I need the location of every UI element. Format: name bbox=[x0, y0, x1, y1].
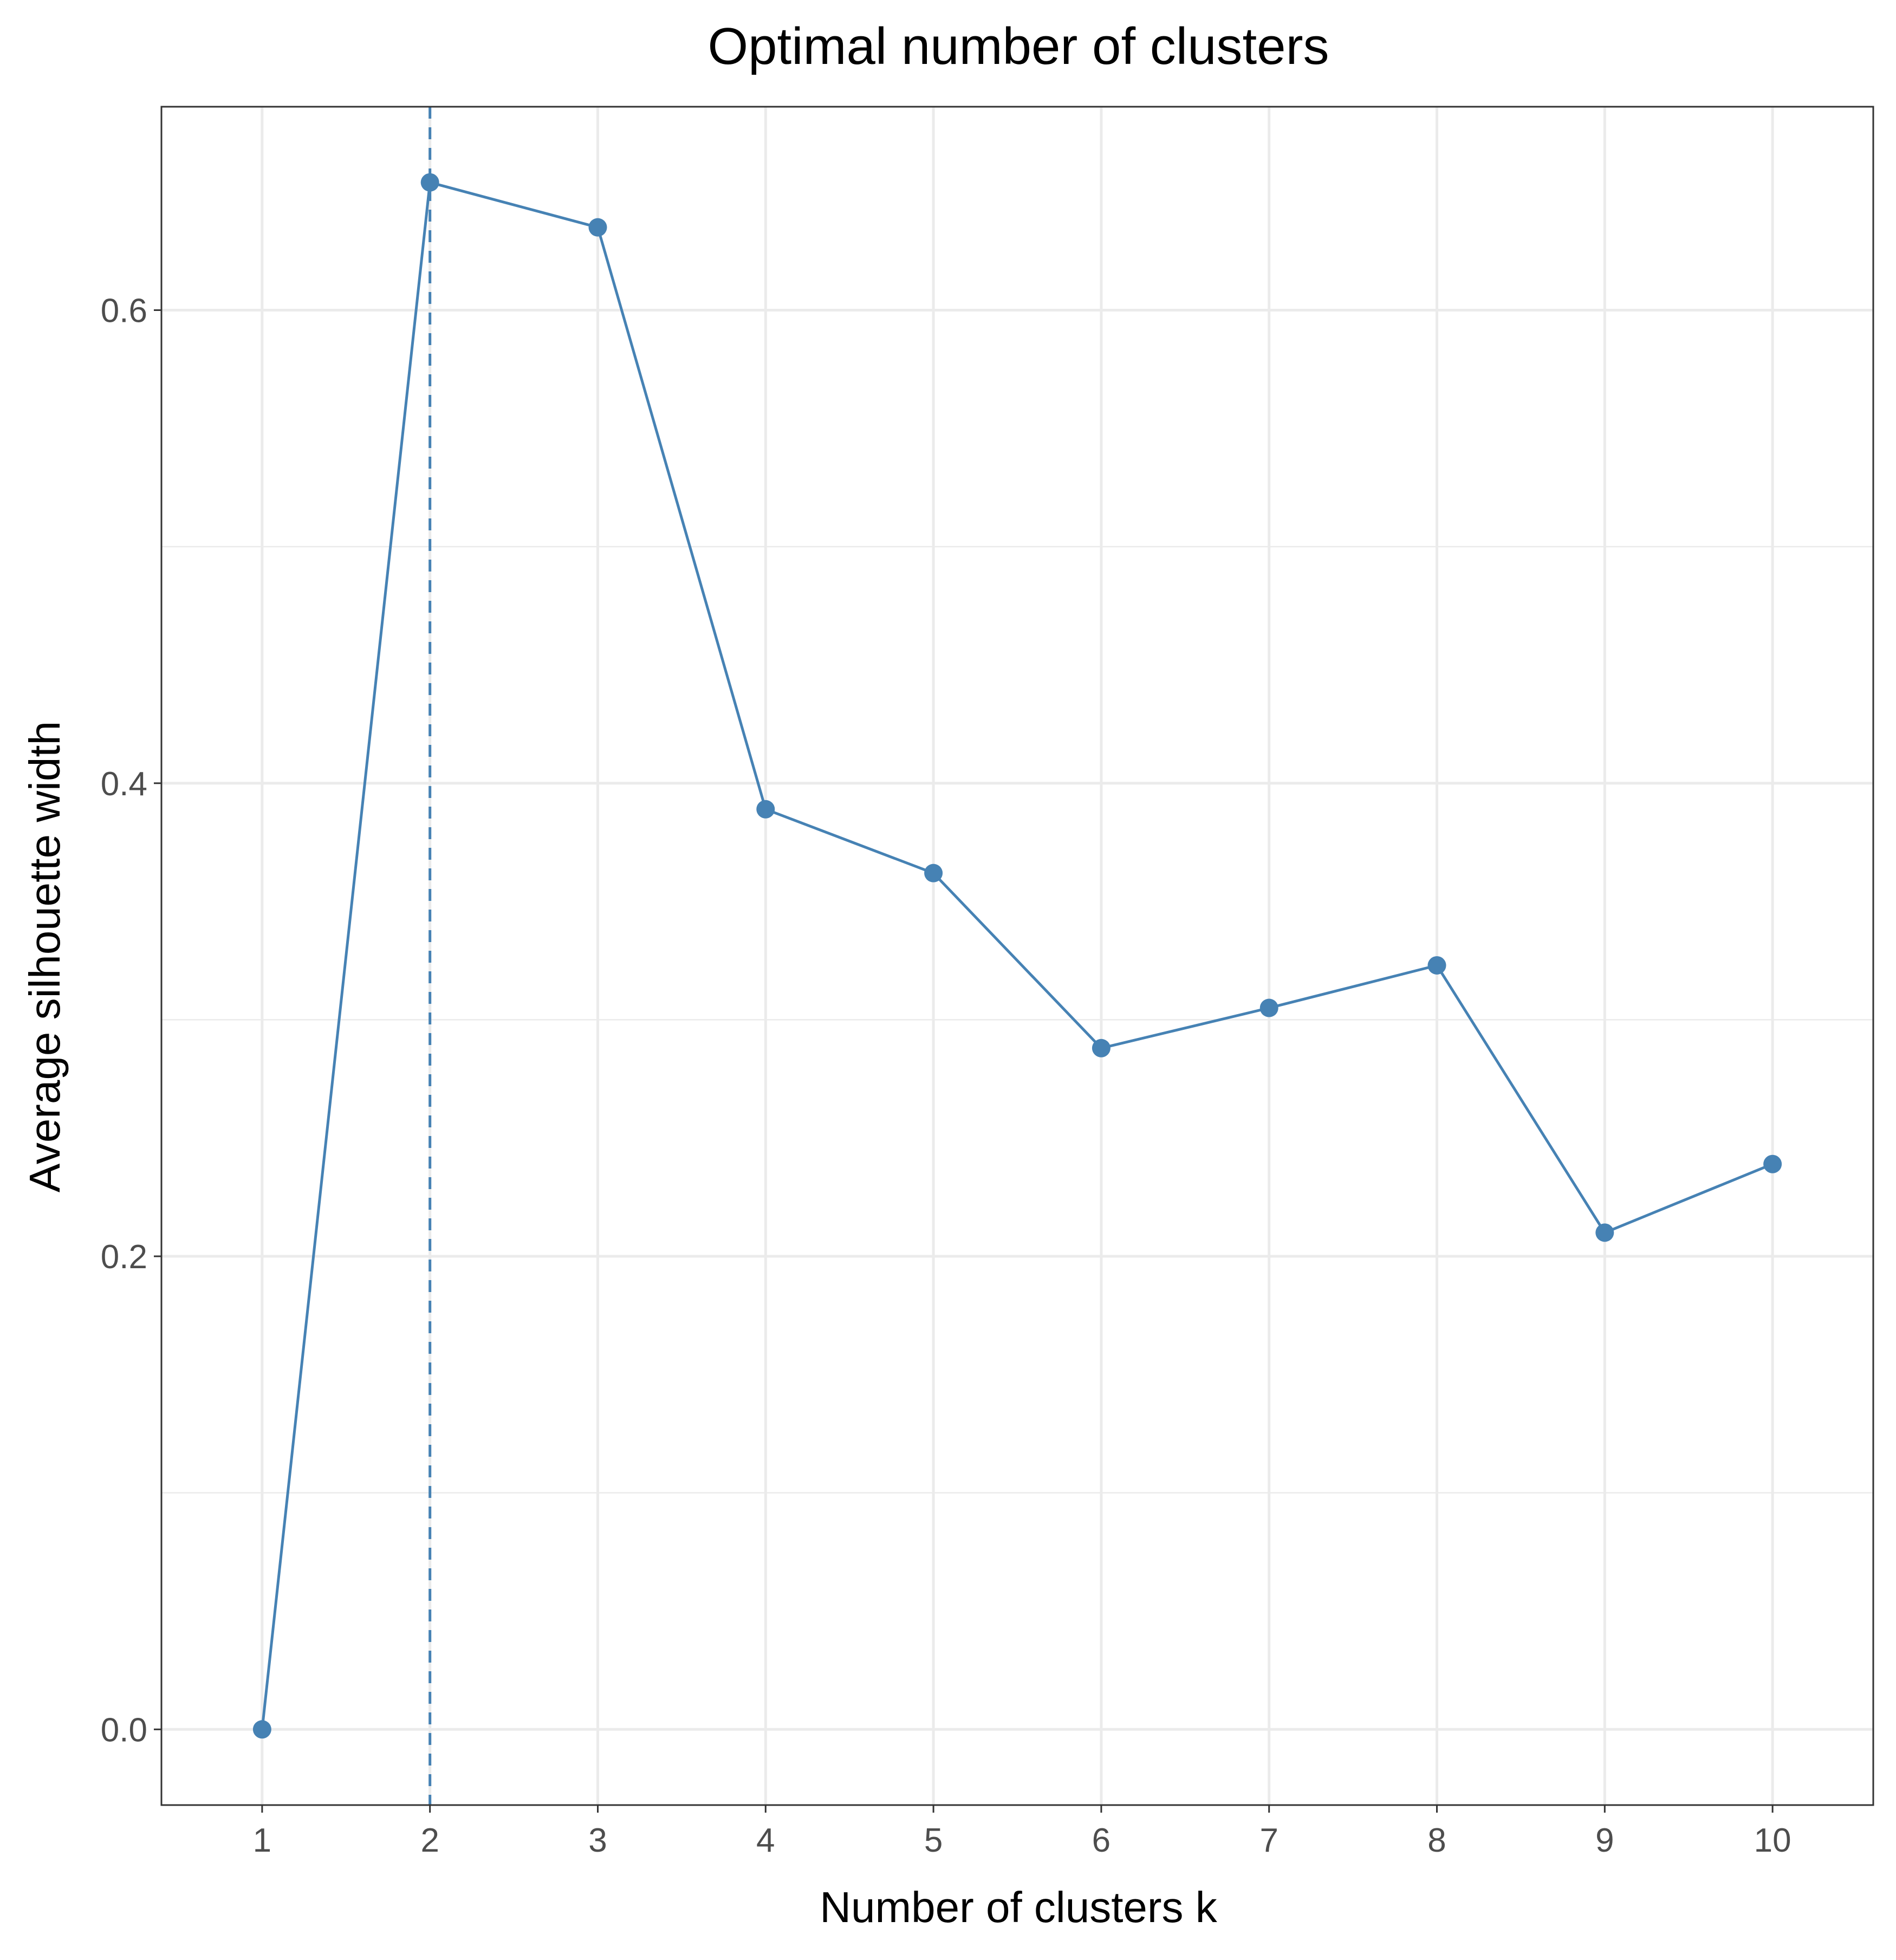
y-axis-ticks: 0.0 0.2 0.4 0.6 bbox=[101, 293, 161, 1749]
x-tick-label: 5 bbox=[924, 1822, 943, 1859]
data-point bbox=[1427, 956, 1446, 975]
x-tick-label: 2 bbox=[420, 1822, 439, 1859]
data-point bbox=[252, 1720, 271, 1739]
series-line bbox=[261, 181, 1774, 1730]
grid-lines bbox=[161, 107, 1873, 1805]
x-tick-label: 3 bbox=[588, 1822, 607, 1859]
data-point bbox=[1763, 1154, 1782, 1173]
data-point bbox=[588, 218, 607, 237]
data-point bbox=[924, 864, 943, 882]
x-tick-label: 8 bbox=[1427, 1822, 1446, 1859]
data-point bbox=[1595, 1223, 1614, 1242]
y-tick-label: 0.0 bbox=[101, 1711, 147, 1749]
chart-title: Optimal number of clusters bbox=[707, 17, 1329, 75]
x-tick-label: 7 bbox=[1259, 1822, 1278, 1859]
x-axis-title: Number of clusters k bbox=[820, 1883, 1218, 1931]
data-point bbox=[420, 173, 439, 192]
x-tick-label: 10 bbox=[1754, 1822, 1791, 1859]
x-tick-label: 6 bbox=[1092, 1822, 1111, 1859]
x-tick-label: 1 bbox=[253, 1822, 271, 1859]
data-point bbox=[1092, 1039, 1111, 1057]
y-tick-label: 0.4 bbox=[101, 765, 147, 803]
x-tick-label: 4 bbox=[756, 1822, 775, 1859]
panel-border bbox=[160, 106, 1874, 1806]
y-tick-label: 0.2 bbox=[101, 1238, 147, 1276]
y-axis-title: Average silhouette width bbox=[21, 721, 69, 1192]
y-tick-label: 0.6 bbox=[101, 293, 147, 330]
x-tick-label: 9 bbox=[1595, 1822, 1614, 1859]
series-layer bbox=[252, 173, 1782, 1739]
data-point bbox=[756, 800, 775, 819]
data-point bbox=[1259, 998, 1278, 1017]
x-axis-ticks: 1 2 3 4 5 6 7 8 9 10 bbox=[253, 1805, 1791, 1859]
